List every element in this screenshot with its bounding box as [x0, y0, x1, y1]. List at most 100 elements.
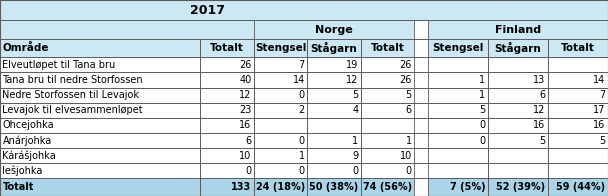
Bar: [427, 20, 608, 39]
Text: Totalt: Totalt: [561, 43, 595, 53]
Text: Levajok til elvesammenløpet: Levajok til elvesammenløpet: [2, 105, 143, 115]
Text: 9: 9: [352, 151, 358, 161]
Bar: [307, 118, 361, 133]
Text: 1: 1: [406, 136, 412, 146]
Text: Finland: Finland: [495, 24, 541, 34]
Bar: [254, 88, 307, 103]
Text: 26: 26: [399, 60, 412, 70]
Text: 2: 2: [299, 105, 305, 115]
Bar: [488, 178, 548, 196]
Bar: [414, 103, 427, 118]
Bar: [201, 88, 254, 103]
Text: 5: 5: [406, 90, 412, 100]
Text: 23: 23: [239, 105, 252, 115]
Bar: [254, 178, 307, 196]
Text: 1: 1: [352, 136, 358, 146]
Bar: [361, 103, 414, 118]
Text: 52 (39%): 52 (39%): [496, 182, 545, 192]
Text: 14: 14: [593, 75, 606, 85]
Text: 0: 0: [299, 166, 305, 176]
Bar: [361, 148, 414, 163]
Bar: [427, 39, 488, 57]
Bar: [0, 20, 254, 39]
Text: Stågarn: Stågarn: [494, 42, 541, 54]
Bar: [0, 178, 201, 196]
Bar: [427, 103, 488, 118]
Bar: [488, 148, 548, 163]
Text: 4: 4: [352, 105, 358, 115]
Text: 0: 0: [299, 136, 305, 146]
Bar: [414, 118, 427, 133]
Bar: [427, 88, 488, 103]
Text: 7 (5%): 7 (5%): [450, 182, 485, 192]
Bar: [307, 39, 361, 57]
Text: 5: 5: [599, 136, 606, 146]
Bar: [254, 103, 307, 118]
Bar: [414, 88, 427, 103]
Bar: [254, 118, 307, 133]
Bar: [548, 103, 608, 118]
Text: 1: 1: [479, 75, 485, 85]
Bar: [201, 103, 254, 118]
Bar: [548, 133, 608, 148]
Bar: [414, 72, 427, 88]
Text: Stengsel: Stengsel: [432, 43, 483, 53]
Bar: [361, 72, 414, 88]
Text: 10: 10: [239, 151, 252, 161]
Text: 0: 0: [246, 166, 252, 176]
Bar: [201, 163, 254, 178]
Text: Totalt: Totalt: [210, 43, 244, 53]
Bar: [254, 20, 414, 39]
Bar: [488, 118, 548, 133]
Bar: [0, 163, 201, 178]
Bar: [427, 148, 488, 163]
Bar: [201, 39, 254, 57]
Text: 6: 6: [406, 105, 412, 115]
Bar: [488, 103, 548, 118]
Bar: [548, 72, 608, 88]
Bar: [254, 133, 307, 148]
Text: 12: 12: [533, 105, 545, 115]
Bar: [0, 88, 201, 103]
Bar: [548, 88, 608, 103]
Bar: [0, 0, 608, 20]
Text: Totalt: Totalt: [2, 182, 34, 192]
Text: Område: Område: [2, 43, 49, 53]
Bar: [361, 118, 414, 133]
Text: Elveutløpet til Tana bru: Elveutløpet til Tana bru: [2, 60, 116, 70]
Bar: [488, 39, 548, 57]
Bar: [414, 163, 427, 178]
Text: 59 (44%): 59 (44%): [556, 182, 606, 192]
Bar: [0, 103, 201, 118]
Text: 12: 12: [239, 90, 252, 100]
Bar: [201, 148, 254, 163]
Text: 7: 7: [299, 60, 305, 70]
Bar: [414, 178, 427, 196]
Bar: [488, 133, 548, 148]
Text: Norge: Norge: [315, 24, 353, 34]
Bar: [307, 103, 361, 118]
Bar: [254, 72, 307, 88]
Bar: [427, 178, 488, 196]
Bar: [254, 163, 307, 178]
Bar: [427, 118, 488, 133]
Text: 6: 6: [539, 90, 545, 100]
Bar: [414, 39, 427, 57]
Bar: [548, 148, 608, 163]
Bar: [548, 178, 608, 196]
Bar: [307, 57, 361, 72]
Text: 12: 12: [346, 75, 358, 85]
Text: 0: 0: [299, 90, 305, 100]
Text: 2017: 2017: [190, 4, 224, 17]
Bar: [201, 57, 254, 72]
Bar: [414, 20, 427, 39]
Bar: [548, 57, 608, 72]
Bar: [254, 148, 307, 163]
Text: 7: 7: [599, 90, 606, 100]
Text: 40: 40: [239, 75, 252, 85]
Bar: [361, 88, 414, 103]
Text: 26: 26: [399, 75, 412, 85]
Bar: [307, 133, 361, 148]
Text: Kárášjohka: Kárášjohka: [2, 151, 56, 161]
Text: 14: 14: [292, 75, 305, 85]
